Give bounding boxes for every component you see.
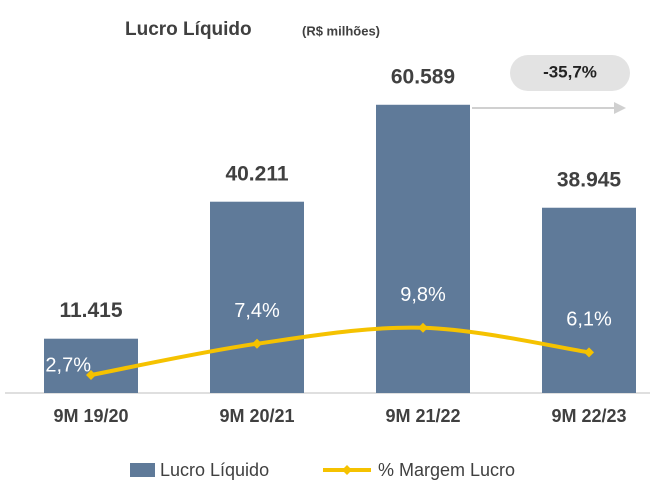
line-marker <box>584 347 594 358</box>
chart-subtitle: (R$ milhões) <box>302 23 380 38</box>
arrow-head <box>614 102 626 114</box>
bar <box>210 201 304 393</box>
bar <box>542 207 636 393</box>
line-value-label: 7,4% <box>234 300 280 322</box>
line-marker <box>252 338 262 349</box>
x-tick-label: 9M 22/23 <box>551 406 626 426</box>
bar-value-label: 38.945 <box>557 168 622 191</box>
line-marker <box>86 370 96 381</box>
line-value-label: 6,1% <box>566 309 612 331</box>
x-tick-label: 9M 19/20 <box>53 406 128 426</box>
legend-marker <box>342 465 352 475</box>
bar-value-label: 60.589 <box>391 65 455 88</box>
annotation: -35,7% <box>543 62 597 81</box>
line <box>90 325 590 377</box>
line-value-label: 9,8% <box>400 284 446 306</box>
bar-value-label: 11.415 <box>59 299 122 322</box>
legend-label: Lucro Líquido <box>160 460 269 480</box>
bar <box>376 104 470 393</box>
chart-title: Lucro Líquido <box>125 19 252 40</box>
annotation-pill <box>510 55 630 91</box>
line-marker <box>418 322 428 333</box>
line-value-label: 2,7% <box>45 354 91 376</box>
legend-swatch <box>130 463 155 477</box>
x-tick-label: 9M 21/22 <box>385 406 460 426</box>
x-tick-label: 9M 20/21 <box>219 406 294 426</box>
legend-label: % Margem Lucro <box>378 460 515 480</box>
bar-value-label: 40.211 <box>225 162 288 185</box>
bar <box>44 338 138 393</box>
